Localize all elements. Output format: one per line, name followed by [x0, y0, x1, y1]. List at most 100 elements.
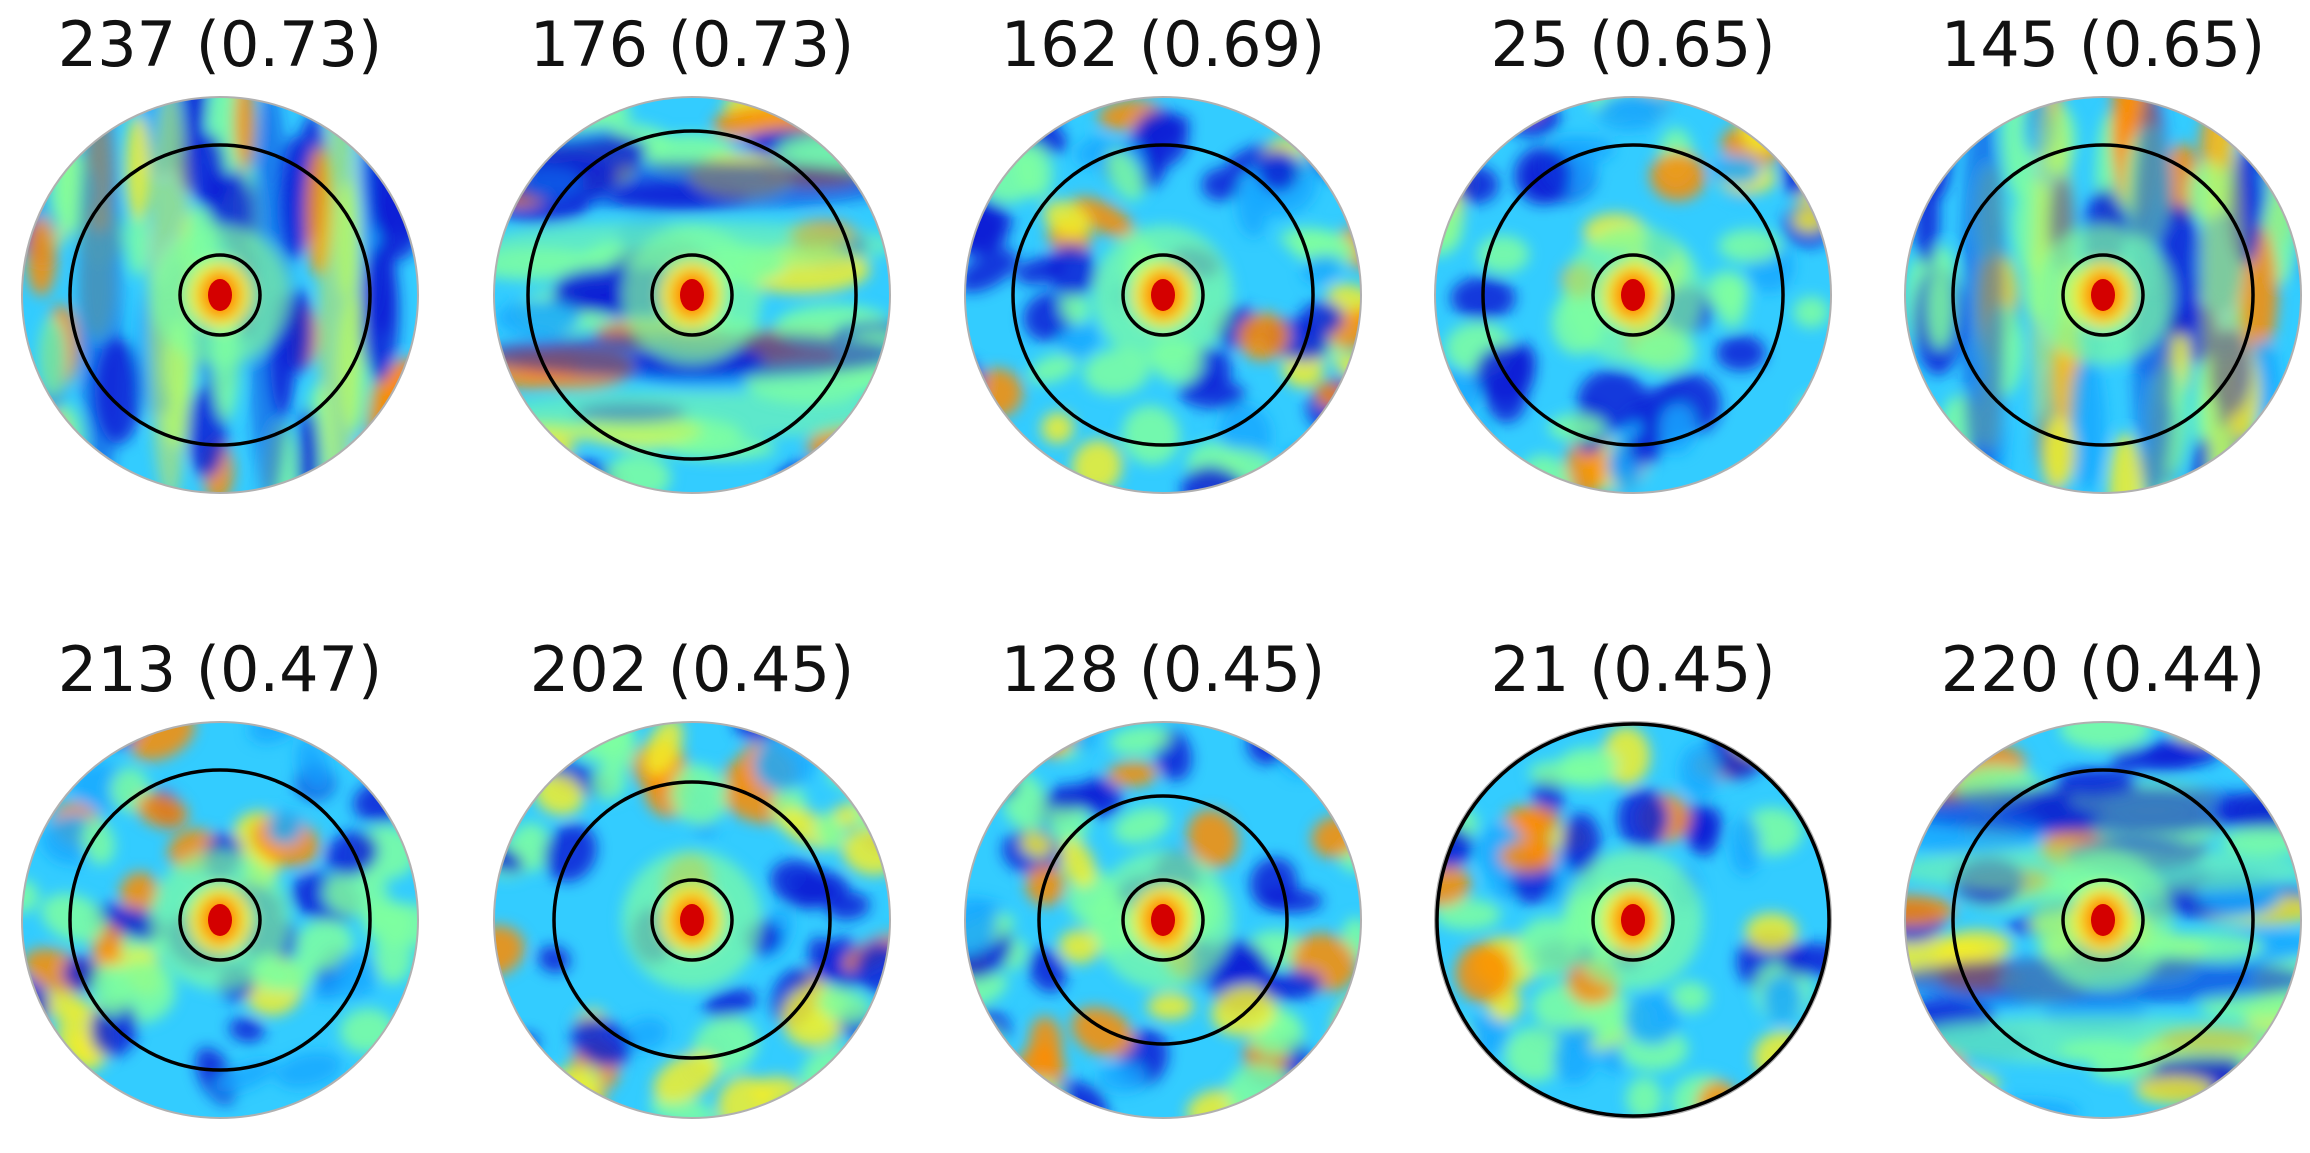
heatmap-blob: [1791, 1051, 1831, 1091]
heatmap-blob: [1494, 97, 1543, 120]
heatmap-blob: [1716, 278, 1747, 329]
heatmap-blob: [1729, 815, 1761, 876]
disc-border: [493, 96, 891, 494]
heatmap-blob: [965, 450, 998, 490]
heatmap-blob: [1769, 439, 1828, 468]
heatmap-blob: [1745, 912, 1798, 952]
heatmap-disc: [493, 721, 891, 1119]
inner-ring: [650, 253, 734, 337]
heatmap-blob: [1258, 888, 1323, 913]
inner-ring: [1121, 878, 1205, 962]
heatmap-blob: [1290, 97, 1339, 132]
heatmap-blob: [999, 1089, 1046, 1118]
panel-title: 202 (0.45): [529, 633, 855, 706]
heatmap-blob: [187, 97, 208, 139]
heatmap-blob: [494, 97, 542, 117]
heatmap-blob: [1561, 812, 1601, 875]
heatmap-blob: [119, 872, 159, 915]
heatmap-blob: [1456, 418, 1490, 457]
heatmap-blob: [770, 859, 832, 909]
outer-ring: [1037, 794, 1289, 1046]
heatmap-blob: [1502, 98, 1561, 137]
heatmap-blob: [91, 963, 130, 1016]
heatmap-blob: [1687, 813, 1720, 857]
inner-ring: [650, 878, 734, 962]
heatmap-blob: [1784, 1047, 1830, 1086]
heatmap-blob: [1044, 784, 1108, 810]
central-peak: [208, 279, 232, 311]
heatmap-blob: [1803, 438, 1831, 471]
central-peak: [680, 279, 704, 311]
heatmap-blob: [496, 299, 582, 337]
heatmap-blob: [823, 477, 885, 493]
heatmap-blob: [571, 1016, 632, 1068]
heatmap-blob: [1616, 788, 1669, 849]
inner-ring: [178, 253, 262, 337]
outer-ring: [68, 143, 372, 447]
heatmap-blob: [186, 384, 227, 478]
autocorrelogram-panel: 128 (0.45): [963, 625, 1363, 1125]
heatmap-blob: [965, 219, 1000, 256]
heatmap-blob: [335, 950, 378, 999]
disc-border: [1434, 96, 1832, 494]
heatmap-blob: [1787, 752, 1825, 782]
heatmap-blob: [1670, 981, 1710, 1013]
heatmap-blob: [1098, 1061, 1147, 1093]
heatmap-blob: [1235, 177, 1268, 238]
heatmap-blob: [2223, 97, 2246, 141]
heatmap-blob: [1905, 786, 2301, 834]
heatmap-blob: [862, 722, 890, 757]
heatmap-blob: [22, 722, 54, 737]
heatmap-blob: [272, 957, 316, 993]
heatmap-blob: [1565, 437, 1607, 493]
central-peak: [1151, 904, 1175, 936]
heatmap-blob: [1909, 97, 1938, 178]
heatmap-blob: [1649, 151, 1706, 201]
heatmap-blob: [667, 437, 777, 460]
outer-ring: [1481, 143, 1785, 447]
heatmap-blob: [1743, 97, 1798, 117]
heatmap-blob: [1925, 265, 1955, 350]
heatmap-blob: [381, 722, 418, 755]
heatmap-blob: [229, 1017, 265, 1043]
heatmap-blob: [1028, 353, 1078, 384]
heatmap-blob: [2271, 127, 2301, 193]
heatmap-blob: [1046, 244, 1097, 297]
heatmap-blob: [1106, 761, 1159, 787]
heatmap-blob: [1122, 405, 1180, 465]
panel-title: 220 (0.44): [1940, 633, 2266, 706]
outer-ring: [526, 129, 858, 461]
panel-title: 25 (0.65): [1490, 8, 1776, 81]
heatmap-blob: [1058, 321, 1100, 359]
heatmap-blob: [266, 810, 303, 845]
heatmap-blob: [965, 134, 991, 166]
heatmap-blob: [965, 107, 999, 168]
heatmap-blob: [1659, 402, 1696, 455]
heatmap-blob: [494, 391, 890, 439]
heatmap-blob: [825, 892, 870, 920]
autocorrelogram-panel: 162 (0.69): [963, 0, 1363, 500]
heatmap-blob: [965, 1052, 1001, 1085]
heatmap-blob: [1178, 377, 1246, 409]
disc-border: [964, 96, 1362, 494]
disc-border: [964, 721, 1362, 1119]
disc-border: [21, 721, 419, 1119]
central-peak: [2091, 279, 2115, 311]
heatmap-blob: [1485, 367, 1528, 423]
heatmap-blob: [1146, 993, 1194, 1020]
heatmap-blob: [1201, 168, 1242, 201]
inner-ring: [178, 878, 262, 962]
heatmap-blob: [776, 461, 847, 493]
heatmap-blob: [2207, 1072, 2285, 1108]
central-peak: [208, 904, 232, 936]
heatmap-blob: [295, 919, 353, 970]
heatmap-blob: [965, 897, 996, 957]
heatmap-blob: [1905, 1016, 2301, 1064]
autocorrelogram-panel: 25 (0.65): [1433, 0, 1833, 500]
heatmap-blob: [1563, 759, 1615, 788]
heatmap-blob: [971, 368, 1023, 418]
outer-ring: [1011, 143, 1315, 447]
heatmap-blob: [653, 1052, 719, 1104]
heatmap-blob: [295, 738, 331, 793]
